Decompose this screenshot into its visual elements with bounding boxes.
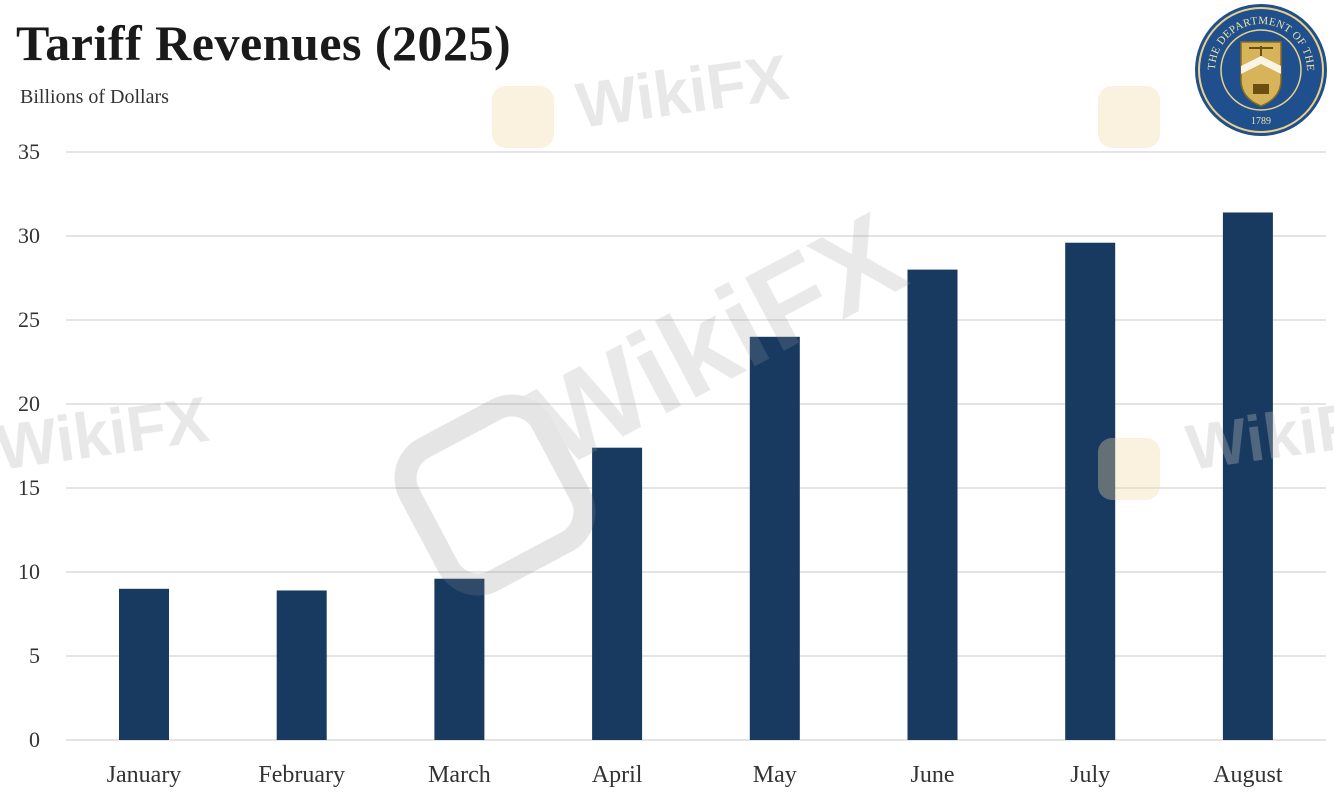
y-tick-label: 15 bbox=[18, 475, 40, 500]
x-tick-label: July bbox=[1070, 762, 1110, 788]
y-tick-label: 10 bbox=[18, 559, 40, 584]
x-axis-ticks: January February March April May June July Augu… bbox=[107, 762, 1283, 788]
chart-subtitle: Billions of Dollars bbox=[20, 86, 169, 108]
y-tick-label: 30 bbox=[18, 223, 40, 248]
y-axis-ticks: 0 5 10 15 20 25 30 35 bbox=[18, 139, 40, 752]
y-tick-label: 0 bbox=[29, 727, 40, 752]
x-tick-label: May bbox=[753, 762, 797, 788]
bar-august bbox=[1222, 212, 1273, 741]
x-tick-label: February bbox=[258, 762, 345, 788]
x-tick-label: January bbox=[107, 762, 182, 788]
seal-year: 1789 bbox=[1251, 116, 1271, 127]
chart-title: Tariff Revenues (2025) bbox=[16, 15, 512, 71]
x-tick-label: June bbox=[911, 762, 955, 788]
x-tick-label: April bbox=[592, 762, 643, 788]
bar-may bbox=[749, 336, 800, 740]
bar-july bbox=[1065, 242, 1116, 740]
treasury-seal-icon: THE DEPARTMENT OF THE TREASURY 1789 bbox=[1193, 2, 1327, 136]
y-tick-label: 25 bbox=[18, 307, 40, 332]
x-tick-label: March bbox=[428, 762, 491, 788]
bar-april bbox=[592, 447, 643, 740]
y-tick-label: 5 bbox=[29, 643, 40, 668]
y-tick-label: 20 bbox=[18, 391, 40, 416]
bar-january bbox=[119, 588, 169, 740]
bars bbox=[119, 212, 1273, 741]
bar-february bbox=[276, 590, 327, 740]
y-tick-label: 35 bbox=[18, 139, 40, 164]
bar-march bbox=[434, 578, 485, 740]
bar-june bbox=[907, 269, 958, 740]
grid-layer bbox=[66, 151, 1326, 741]
x-tick-label: August bbox=[1213, 762, 1283, 788]
